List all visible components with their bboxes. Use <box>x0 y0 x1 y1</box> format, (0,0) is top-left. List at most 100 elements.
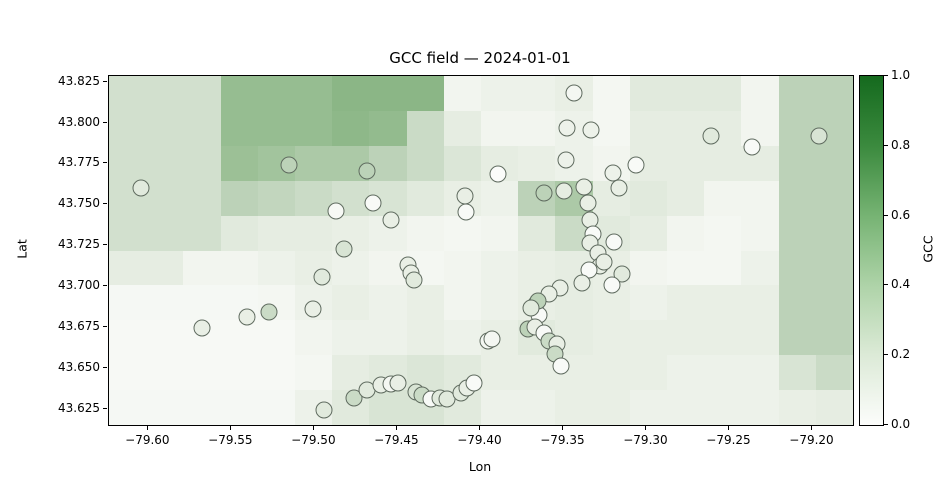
heatmap-cell <box>704 250 742 286</box>
heatmap-cell <box>741 76 780 112</box>
heatmap-cell <box>629 76 668 112</box>
heatmap-cell <box>257 250 296 286</box>
heatmap-cell <box>369 320 408 356</box>
heatmap-cell <box>332 76 370 112</box>
heatmap-cell <box>704 215 742 251</box>
heatmap-cell <box>183 76 222 112</box>
heatmap-cell <box>369 390 408 426</box>
heatmap-cell <box>295 145 333 182</box>
scatter-point <box>605 233 623 251</box>
y-tick-mark <box>103 407 107 409</box>
scatter-point <box>535 184 553 202</box>
x-tick-mark <box>313 426 315 430</box>
heatmap-cell <box>146 320 184 356</box>
heatmap-cell <box>481 215 519 251</box>
heatmap-cell <box>778 180 817 217</box>
scatter-point <box>573 274 591 292</box>
x-tick-label: −79.60 <box>125 433 170 447</box>
heatmap-cell <box>109 390 147 426</box>
x-tick-mark <box>811 426 813 430</box>
heatmap-cell <box>295 180 333 217</box>
heatmap-cell <box>332 110 370 147</box>
heatmap-cell <box>704 180 742 217</box>
heatmap-cell <box>667 390 705 426</box>
heatmap-cell <box>257 355 296 391</box>
scatter-point <box>595 253 613 271</box>
heatmap-cell <box>667 180 705 217</box>
heatmap-cell <box>220 145 259 182</box>
heatmap-cell <box>518 76 556 112</box>
scatter-point <box>315 401 333 419</box>
heatmap-cell <box>295 215 333 251</box>
heatmap-cell <box>369 285 408 321</box>
heatmap-cell <box>815 285 854 321</box>
heatmap-cell <box>109 215 147 251</box>
heatmap-cell <box>406 110 445 147</box>
x-tick-mark <box>479 426 481 430</box>
heatmap-cell <box>815 250 854 286</box>
x-tick-mark <box>562 426 564 430</box>
scatter-point <box>627 156 645 174</box>
x-tick-label: −79.25 <box>706 433 751 447</box>
heatmap-cell <box>741 355 780 391</box>
heatmap-cell <box>704 285 742 321</box>
heatmap-cell <box>629 215 668 251</box>
scatter-point <box>280 156 298 174</box>
heatmap-cell <box>704 145 742 182</box>
scatter-point <box>483 330 501 348</box>
scatter-point <box>345 389 363 407</box>
scatter-point <box>405 271 423 289</box>
y-tick-label: 43.650 <box>58 359 100 374</box>
colorbar-tick-label: 1.0 <box>891 68 911 82</box>
scatter-point <box>565 84 583 102</box>
heatmap-cell <box>778 76 817 112</box>
heatmap-cell <box>332 285 370 321</box>
heatmap-cell <box>443 110 482 147</box>
heatmap-cell <box>815 355 854 391</box>
heatmap-cell <box>109 285 147 321</box>
heatmap-cell <box>443 76 482 112</box>
y-tick-mark <box>103 80 107 82</box>
heatmap-cell <box>778 250 817 286</box>
heatmap-cell <box>704 390 742 426</box>
scatter-point <box>358 162 376 180</box>
colorbar-label: GCC <box>920 235 936 263</box>
scatter-point <box>610 179 628 197</box>
heatmap-cell <box>183 110 222 147</box>
y-tick-label: 43.625 <box>58 400 100 415</box>
heatmap-cell <box>443 145 482 182</box>
heatmap-cell <box>667 215 705 251</box>
scatter-layer <box>109 76 853 425</box>
heatmap-cell <box>332 250 370 286</box>
heatmap-cell <box>406 145 445 182</box>
y-tick-label: 43.800 <box>58 114 100 129</box>
x-tick-label: −79.20 <box>789 433 834 447</box>
heatmap-cell <box>741 180 780 217</box>
scatter-point <box>238 308 256 326</box>
colorbar-tick-mark <box>884 284 888 286</box>
heatmap-cell <box>443 215 482 251</box>
heatmap-cell <box>443 320 482 356</box>
heatmap-cell <box>778 215 817 251</box>
scatter-point <box>382 211 400 229</box>
scatter-point <box>810 127 828 145</box>
heatmap-cell <box>220 215 259 251</box>
heatmap-cell <box>592 355 631 391</box>
colorbar-tick-label: 0.4 <box>891 277 911 292</box>
heatmap-cell <box>629 390 668 426</box>
heatmap-cell <box>257 180 296 217</box>
scatter-point <box>522 299 540 317</box>
heatmap-cell <box>629 285 668 321</box>
heatmap-cell <box>481 250 519 286</box>
heatmap-cell <box>257 390 296 426</box>
heatmap-cell <box>815 215 854 251</box>
y-axis-label: Lat <box>14 239 30 259</box>
heatmap-cell <box>146 285 184 321</box>
heatmap-cell <box>220 355 259 391</box>
heatmap-cell <box>146 110 184 147</box>
y-tick-label: 43.725 <box>58 237 100 252</box>
plot-area <box>108 75 854 426</box>
heatmap-cell <box>146 215 184 251</box>
heatmap-cell <box>369 110 408 147</box>
heatmap-cell <box>257 76 296 112</box>
